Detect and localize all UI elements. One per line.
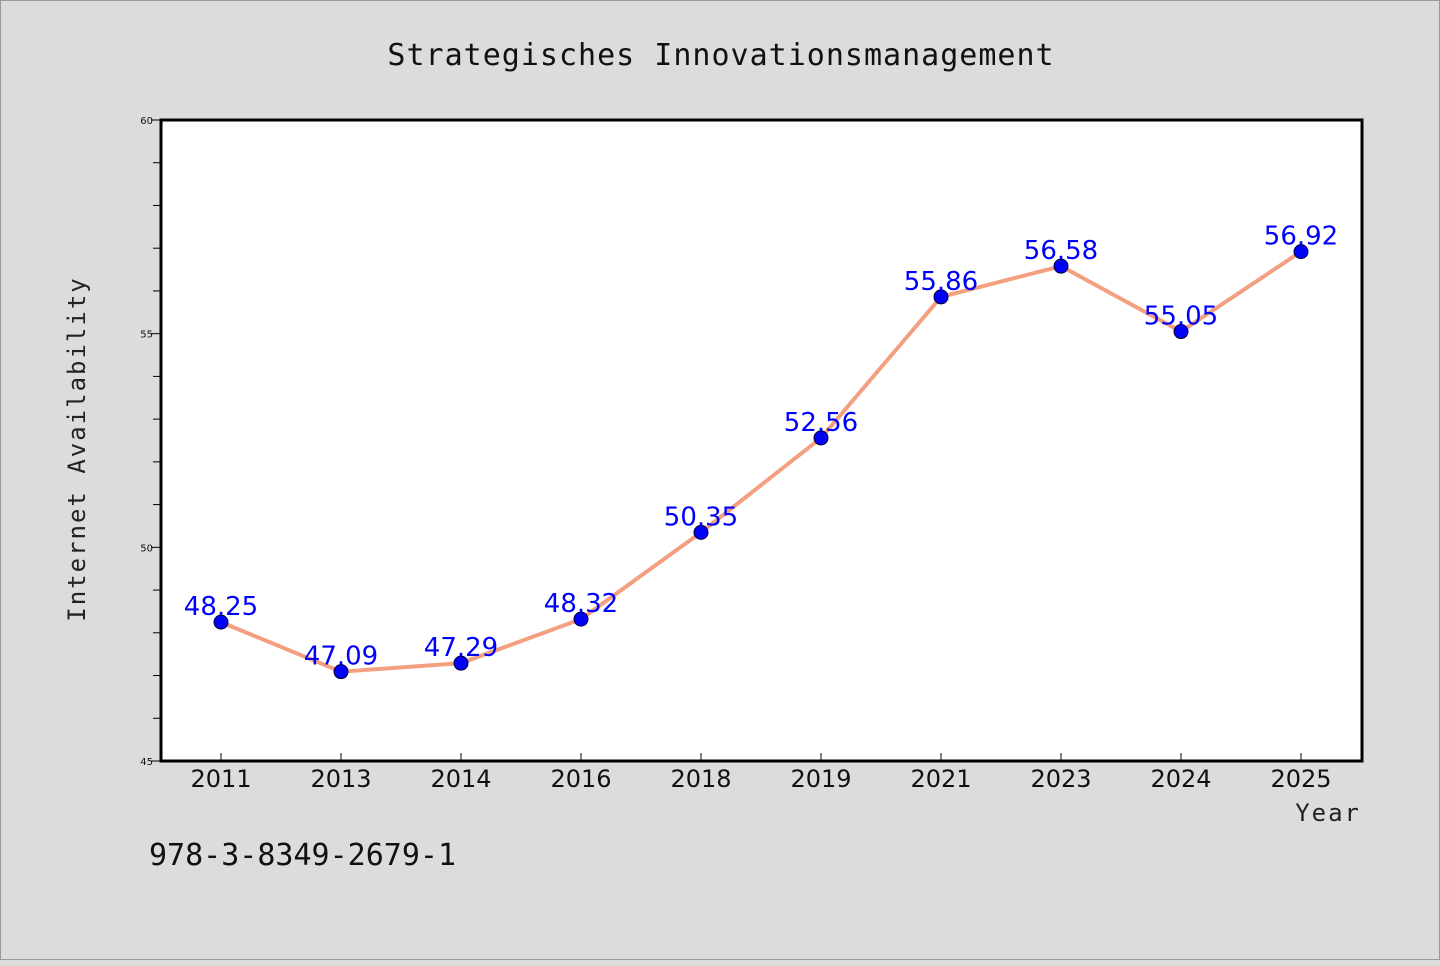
x-tick-label: 2025 bbox=[1270, 765, 1331, 793]
x-tick-label: 2014 bbox=[430, 765, 491, 793]
data-point bbox=[693, 524, 709, 540]
data-label: 50.35 bbox=[664, 502, 738, 532]
data-label: 55.86 bbox=[904, 267, 978, 297]
x-axis-label: Year bbox=[1295, 799, 1361, 827]
data-point bbox=[573, 611, 589, 627]
y-axis: 45 50 55 60 bbox=[140, 116, 161, 768]
data-point bbox=[1173, 324, 1189, 340]
chart-title: Strategisches Innovationsmanagement bbox=[387, 38, 1054, 73]
data-label: 47.29 bbox=[424, 633, 498, 663]
data-label: 52.56 bbox=[784, 408, 858, 438]
x-tick-label: 2011 bbox=[190, 765, 251, 793]
y-tick-label: 55 bbox=[140, 330, 153, 341]
x-tick-label: 2023 bbox=[1030, 765, 1091, 793]
x-tick-label: 2021 bbox=[910, 765, 971, 793]
series-line bbox=[219, 249, 1303, 674]
data-label: 48.32 bbox=[544, 589, 618, 619]
data-label: 48.25 bbox=[184, 592, 258, 622]
data-point bbox=[213, 614, 229, 630]
x-tick-label: 2016 bbox=[550, 765, 611, 793]
data-point bbox=[933, 289, 949, 305]
data-point bbox=[453, 655, 469, 671]
x-tick-label: 2013 bbox=[310, 765, 371, 793]
data-point bbox=[1053, 258, 1069, 274]
data-label: 47.09 bbox=[304, 642, 378, 672]
data-point bbox=[1293, 244, 1309, 260]
x-tick-label: 2019 bbox=[790, 765, 851, 793]
series-layer: 48.25 47.09 47.29 48.32 50.35 52.56 55.86 56.58… bbox=[184, 222, 1338, 680]
plot-area bbox=[159, 118, 1364, 763]
x-tick-label: 2024 bbox=[1150, 765, 1211, 793]
isbn-text: 978-3-8349-2679-1 bbox=[149, 838, 456, 873]
data-label: 56.58 bbox=[1024, 236, 1098, 266]
y-tick-label: 45 bbox=[140, 757, 153, 768]
y-tick-label: 50 bbox=[140, 543, 153, 554]
y-tick-label: 60 bbox=[140, 116, 153, 127]
data-label: 55.05 bbox=[1144, 302, 1218, 332]
x-tick-label: 2018 bbox=[670, 765, 731, 793]
data-point bbox=[333, 664, 349, 680]
data-label: 56.92 bbox=[1264, 222, 1338, 252]
x-axis: 2011 2013 2014 2016 2018 2019 2021 2023 2024 2025 bbox=[190, 753, 1332, 793]
data-point bbox=[813, 430, 829, 446]
y-axis-label: Internet Availability bbox=[63, 276, 91, 621]
